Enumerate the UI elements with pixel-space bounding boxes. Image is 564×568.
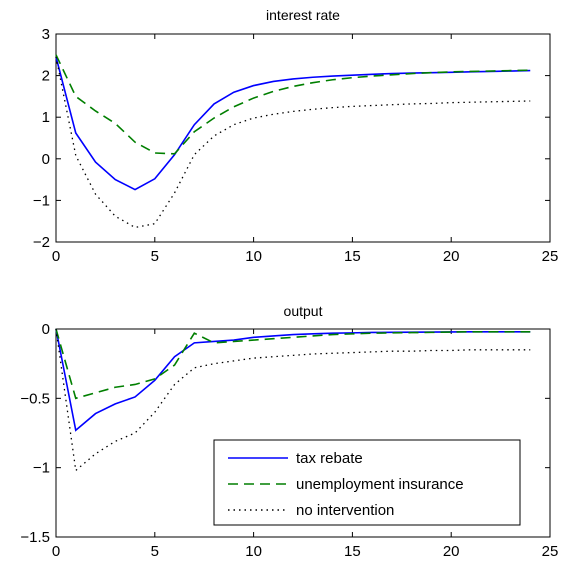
y-tick-label: −2: [33, 234, 50, 251]
series-line-no-intervention: [55, 328, 531, 472]
y-tick-label: −1: [33, 192, 50, 209]
y-tick-label: −1.5: [20, 529, 50, 546]
series-line-tax-rebate: [55, 328, 531, 432]
y-tick-label: 0: [42, 321, 50, 338]
y-tick-label: −1: [33, 460, 50, 477]
series-line-unemployment-insurance: [55, 54, 531, 155]
legend-label: unemployment insurance: [296, 476, 464, 493]
y-tick-label: 3: [42, 26, 50, 43]
series-line-tax-rebate: [55, 56, 531, 191]
x-tick-label: 10: [245, 248, 262, 265]
x-tick-label: 15: [344, 543, 361, 560]
x-tick-label: 5: [151, 248, 159, 265]
x-tick-label: 10: [245, 543, 262, 560]
y-tick-label: 0: [42, 151, 50, 168]
output-panel: output 0 5 10 15 20 25 −1.5 −1 −0.5 0 tax rebate un…: [20, 303, 558, 560]
chart-title: interest rate: [266, 7, 340, 23]
axes-box: [55, 33, 551, 243]
legend: tax rebate unemployment insurance no inter…: [213, 439, 521, 526]
y-tick-label: −0.5: [20, 390, 50, 407]
x-tick-label: 0: [52, 248, 60, 265]
y-tick-label: 2: [42, 68, 50, 85]
x-tick-label: 20: [443, 248, 460, 265]
series-line-unemployment-insurance: [55, 328, 531, 400]
interest-rate-panel: interest rate 0 5 10 15 20 25 −2 −1 0 1 2 3: [33, 7, 558, 265]
x-tick-label: 25: [542, 248, 559, 265]
x-tick-label: 15: [344, 248, 361, 265]
legend-box: [213, 439, 521, 526]
x-tick-label: 20: [443, 543, 460, 560]
y-tick-label: 1: [42, 109, 50, 126]
x-tick-label: 5: [151, 543, 159, 560]
x-tick-label: 25: [542, 543, 559, 560]
legend-label: tax rebate: [296, 450, 363, 467]
legend-label: no intervention: [296, 502, 394, 519]
x-tick-label: 0: [52, 543, 60, 560]
chart-title: output: [284, 303, 323, 319]
